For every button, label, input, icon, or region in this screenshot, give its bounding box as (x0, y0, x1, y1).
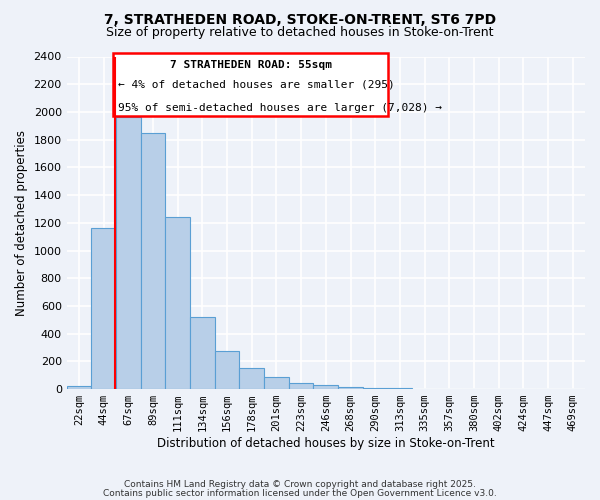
Bar (289, 383, 313, 389)
Text: Size of property relative to detached houses in Stoke-on-Trent: Size of property relative to detached ho… (106, 26, 494, 39)
Bar (190, 317, 215, 389)
Bar (215, 351, 239, 389)
FancyBboxPatch shape (113, 53, 388, 116)
Bar (91, 228, 116, 389)
Bar (239, 368, 264, 389)
Text: 7, STRATHEDEN ROAD, STOKE-ON-TRENT, ST6 7PD: 7, STRATHEDEN ROAD, STOKE-ON-TRENT, ST6 … (104, 12, 496, 26)
Bar (166, 217, 190, 389)
Text: 95% of semi-detached houses are larger (7,028) →: 95% of semi-detached houses are larger (… (119, 103, 443, 113)
Text: 7 STRATHEDEN ROAD: 55sqm: 7 STRATHEDEN ROAD: 55sqm (170, 60, 332, 70)
Bar (388, 388, 412, 389)
Bar (141, 132, 166, 389)
Bar (264, 378, 289, 389)
Bar (116, 118, 141, 389)
X-axis label: Distribution of detached houses by size in Stoke-on-Trent: Distribution of detached houses by size … (157, 437, 494, 450)
Bar (313, 385, 338, 389)
Text: Contains HM Land Registry data © Crown copyright and database right 2025.: Contains HM Land Registry data © Crown c… (124, 480, 476, 489)
Bar (363, 388, 388, 389)
Text: ← 4% of detached houses are smaller (295): ← 4% of detached houses are smaller (295… (119, 80, 395, 90)
Text: Contains public sector information licensed under the Open Government Licence v3: Contains public sector information licen… (103, 489, 497, 498)
Y-axis label: Number of detached properties: Number of detached properties (15, 130, 28, 316)
Bar (338, 387, 363, 389)
Bar (67, 386, 91, 389)
